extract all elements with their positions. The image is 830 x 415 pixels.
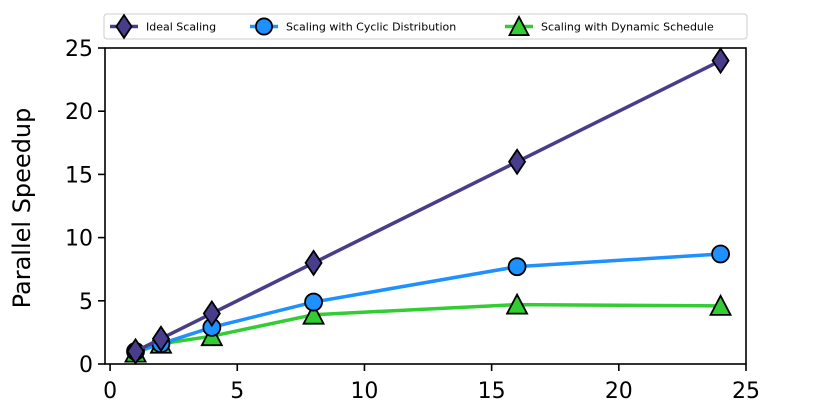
y-tick-label: 10 [65, 227, 93, 252]
legend-marker [508, 15, 530, 36]
y-tick-label: 25 [65, 37, 93, 62]
axes-layer: 0 5 10 15 20 25 0 5 10 15 20 25 [65, 37, 760, 404]
data-point-circle [711, 244, 730, 264]
x-tick-label: 25 [732, 379, 760, 404]
legend-entry: Scaling with Cyclic Distribution [250, 17, 456, 36]
data-point-circle [304, 292, 323, 312]
series-layer [124, 47, 733, 365]
data-point-diamond [304, 249, 323, 277]
legend-label: Scaling with Dynamic Schedule [541, 21, 714, 34]
x-tick-label: 0 [103, 379, 117, 404]
legend-entry: Scaling with Dynamic Schedule [505, 15, 714, 36]
data-point-diamond [507, 148, 527, 176]
data-point-diamond [202, 299, 221, 328]
y-axis-label: Parallel Speedup [8, 108, 36, 309]
y-tick-label: 15 [65, 163, 93, 188]
plot-frame [104, 47, 747, 365]
legend: Ideal Scaling Scaling with Cyclic Distrib… [103, 13, 748, 40]
x-tick-label: 5 [230, 379, 244, 404]
data-point-diamond [151, 325, 171, 353]
y-tick-label: 5 [79, 290, 93, 315]
legend-marker [115, 13, 133, 40]
series-diamond [126, 47, 730, 365]
y-tick-label: 0 [79, 353, 93, 378]
data-point-triangle [302, 302, 326, 325]
legend-marker [255, 17, 273, 36]
x-tick-label: 15 [478, 379, 506, 404]
data-point-triangle [709, 293, 733, 316]
x-tick-label: 20 [605, 379, 633, 404]
legend-label: Ideal Scaling [146, 21, 216, 34]
data-point-triangle [505, 292, 529, 315]
y-tick-label: 20 [65, 100, 93, 125]
data-point-circle [507, 257, 527, 277]
data-point-diamond [711, 47, 730, 75]
legend-entry: Ideal Scaling [110, 13, 216, 40]
x-tick-label: 10 [350, 379, 378, 404]
legend-label: Scaling with Cyclic Distribution [286, 21, 456, 34]
